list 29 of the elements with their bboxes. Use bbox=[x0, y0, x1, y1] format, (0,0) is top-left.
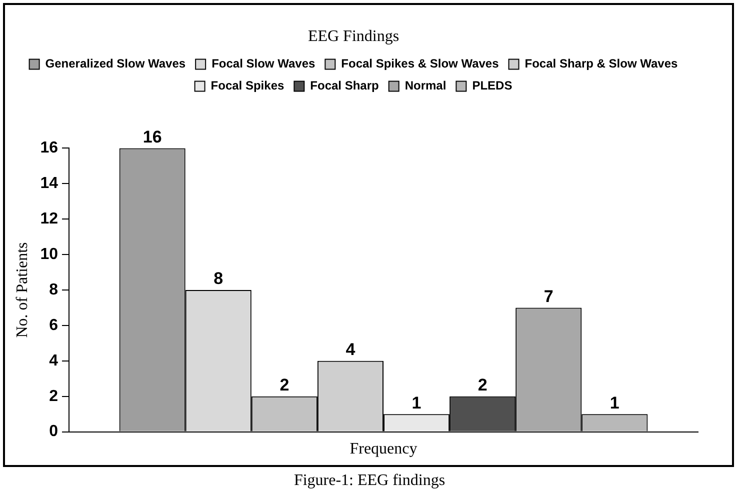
legend-label: Focal Sharp bbox=[310, 78, 379, 93]
y-tick-label: 14 bbox=[40, 175, 58, 192]
legend-label: Focal Sharp & Slow Waves bbox=[524, 56, 678, 71]
legend-label: Focal Spikes bbox=[210, 78, 284, 93]
y-axis-title: No. of Patients bbox=[14, 242, 31, 338]
y-tick-label: 16 bbox=[40, 140, 58, 157]
data-label: 2 bbox=[280, 376, 290, 395]
data-label: 8 bbox=[214, 269, 224, 288]
legend-label: PLEDS bbox=[472, 78, 512, 93]
legend-label: Focal Spikes & Slow Waves bbox=[341, 56, 500, 71]
legend-label: Normal bbox=[404, 78, 446, 93]
y-tick-label: 0 bbox=[49, 423, 58, 440]
y-tick-label: 10 bbox=[40, 246, 58, 263]
chart-title: EEG Findings bbox=[308, 28, 400, 45]
y-tick-label: 12 bbox=[40, 210, 58, 228]
y-tick-label: 8 bbox=[49, 281, 58, 298]
data-label: 1 bbox=[610, 393, 620, 412]
data-label: 2 bbox=[478, 376, 488, 395]
legend-label: Focal Slow Waves bbox=[212, 56, 316, 71]
data-label: 4 bbox=[346, 340, 356, 360]
y-tick-label: 4 bbox=[49, 352, 58, 370]
data-label: 7 bbox=[544, 286, 554, 306]
y-tick-label: 6 bbox=[49, 316, 58, 334]
y-tick-label: 2 bbox=[49, 388, 58, 405]
x-axis-title: Frequency bbox=[350, 440, 418, 458]
data-label: 16 bbox=[142, 127, 162, 146]
data-label: 1 bbox=[412, 393, 422, 412]
legend-label: Generalized Slow Waves bbox=[45, 56, 186, 71]
text: Figure-1: EEG findings bbox=[292, 472, 446, 490]
